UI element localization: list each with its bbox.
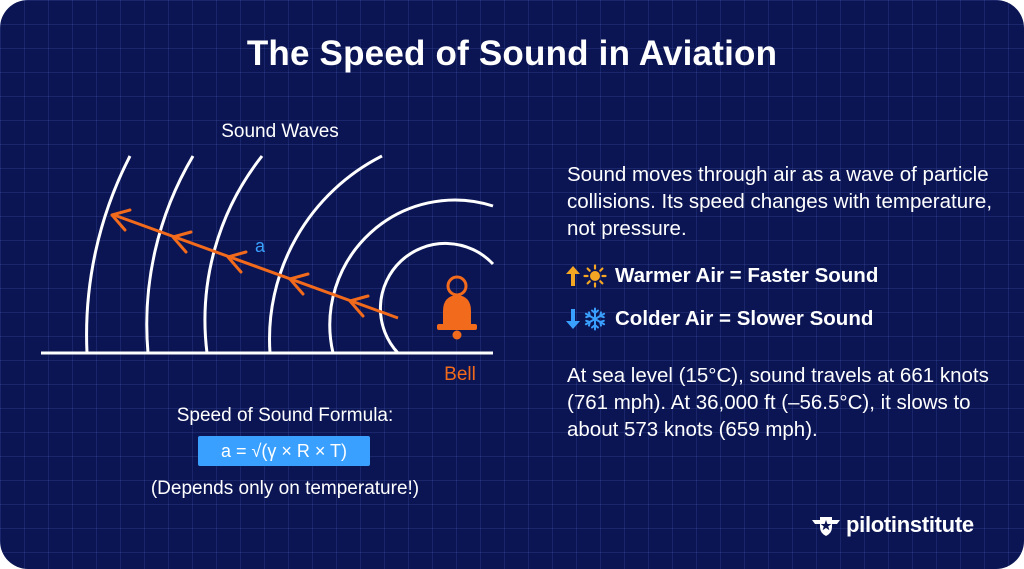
sun-icon (583, 264, 607, 288)
description-text: Sound moves through air as a wave of par… (567, 163, 993, 240)
formula-note: (Depends only on temperature!) (150, 478, 420, 499)
wave-front-6 (85, 155, 132, 354)
formula-expression: a = √(γ × R × T) (198, 436, 370, 466)
wave-front-2 (328, 198, 494, 354)
sound-waves-label: Sound Waves (221, 121, 339, 142)
warm-air-rule-text: Warmer Air = Faster Sound (615, 264, 879, 287)
brand-name: pilotinstitute (846, 512, 974, 537)
wave-front-5 (145, 155, 195, 354)
warm-air-rule: Warmer Air = Faster Sound (565, 262, 878, 290)
wave-front-1 (378, 241, 495, 355)
propagation-arrow (113, 213, 399, 320)
wave-front-3 (268, 154, 383, 354)
pilot-wings-star-icon (812, 517, 840, 536)
arrow-down-icon (566, 309, 580, 329)
page-title: The Speed of Sound in Aviation (246, 34, 778, 73)
bell-label: Bell (444, 364, 476, 385)
bell-icon (437, 275, 477, 340)
formula-label: Speed of Sound Formula: (176, 405, 394, 426)
snowflake-icon (584, 307, 606, 331)
cold-air-rule: Colder Air = Slower Sound (565, 305, 873, 333)
speed-symbol-label: a (254, 236, 265, 256)
altitude-facts-text: At sea level (15°C), sound travels at 66… (567, 364, 989, 441)
cold-air-rule-text: Colder Air = Slower Sound (615, 307, 874, 330)
wave-front-4 (203, 155, 264, 354)
arrow-icon (110, 208, 370, 318)
brand-logo: pilotinstitute (812, 510, 974, 540)
arrow-up-icon (566, 266, 580, 286)
